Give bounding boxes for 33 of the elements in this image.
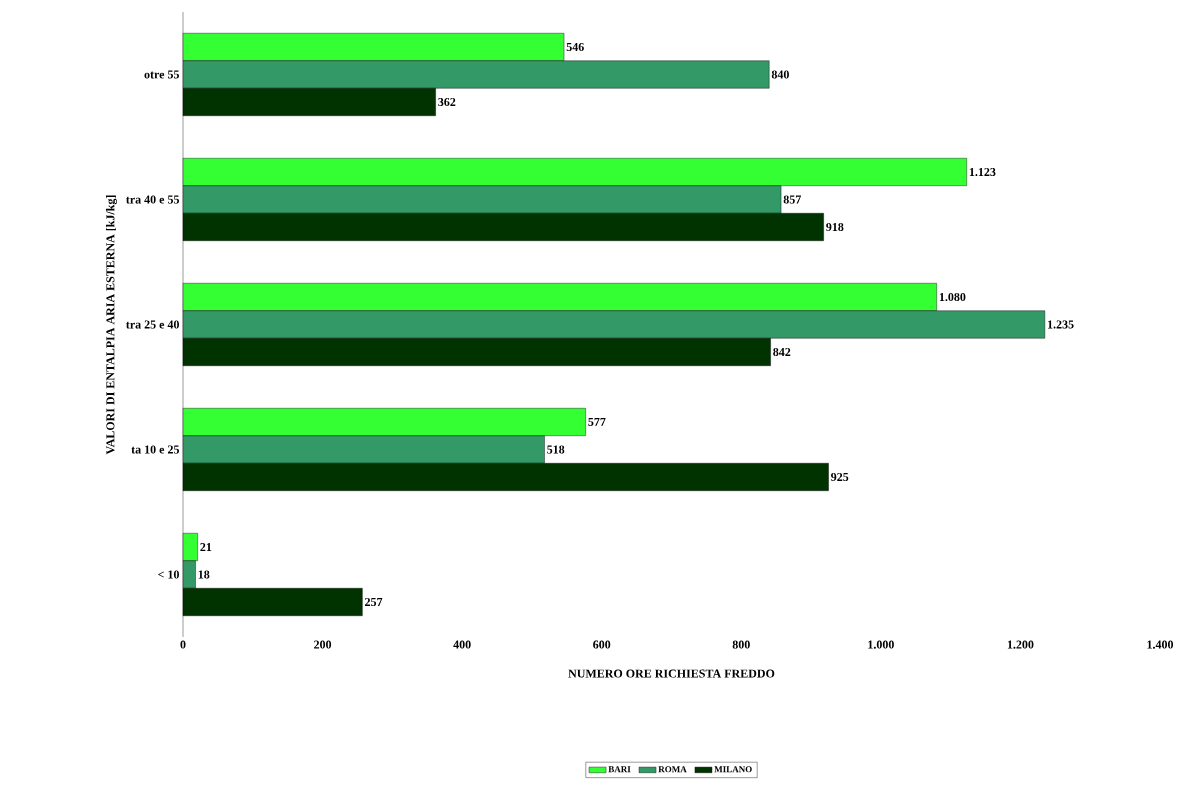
x-tick-label: 400 [453, 640, 471, 649]
legend-label: MILANO [714, 766, 752, 773]
y-tick-label: tra 40 e 55 [126, 195, 180, 204]
data-label: 1.080 [939, 292, 966, 302]
x-axis-title: NUMERO ORE RICHIESTA FREDDO [568, 669, 775, 678]
x-tick-label: 800 [732, 640, 750, 649]
x-tick-label: 1.000 [868, 640, 894, 649]
legend-label: ROMA [658, 766, 687, 773]
legend-label: BARI [608, 766, 631, 773]
data-label: 1.235 [1048, 320, 1074, 329]
data-label: 577 [588, 418, 606, 426]
data-label: 21 [200, 543, 212, 551]
data-label: 518 [547, 445, 565, 454]
y-tick-label: ta 10 e 25 [131, 445, 180, 454]
data-label: 18 [198, 570, 210, 579]
y-tick-label: tra 25 e 40 [126, 320, 179, 329]
data-label: 257 [365, 597, 383, 607]
x-tick-label: 0 [180, 640, 186, 649]
data-label: 362 [438, 97, 456, 107]
y-axis-title: VALORI DI ENTALPIA ARIA ESTERNA [kJ/kg] [105, 195, 117, 455]
data-label: 840 [771, 70, 789, 79]
x-tick-label: 600 [593, 640, 611, 649]
y-tick-label: otre 55 [144, 70, 180, 79]
data-label: 857 [783, 195, 801, 204]
data-label: 546 [566, 42, 584, 52]
data-label: 925 [831, 472, 849, 482]
y-tick-label: < 10 [158, 570, 179, 579]
data-label: 1.123 [969, 167, 996, 177]
x-tick-label: 1.400 [1147, 640, 1174, 649]
data-label: 918 [826, 222, 844, 232]
data-label: 842 [773, 347, 791, 357]
x-tick-label: 1.200 [1007, 640, 1034, 649]
x-tick-label: 200 [314, 640, 332, 649]
